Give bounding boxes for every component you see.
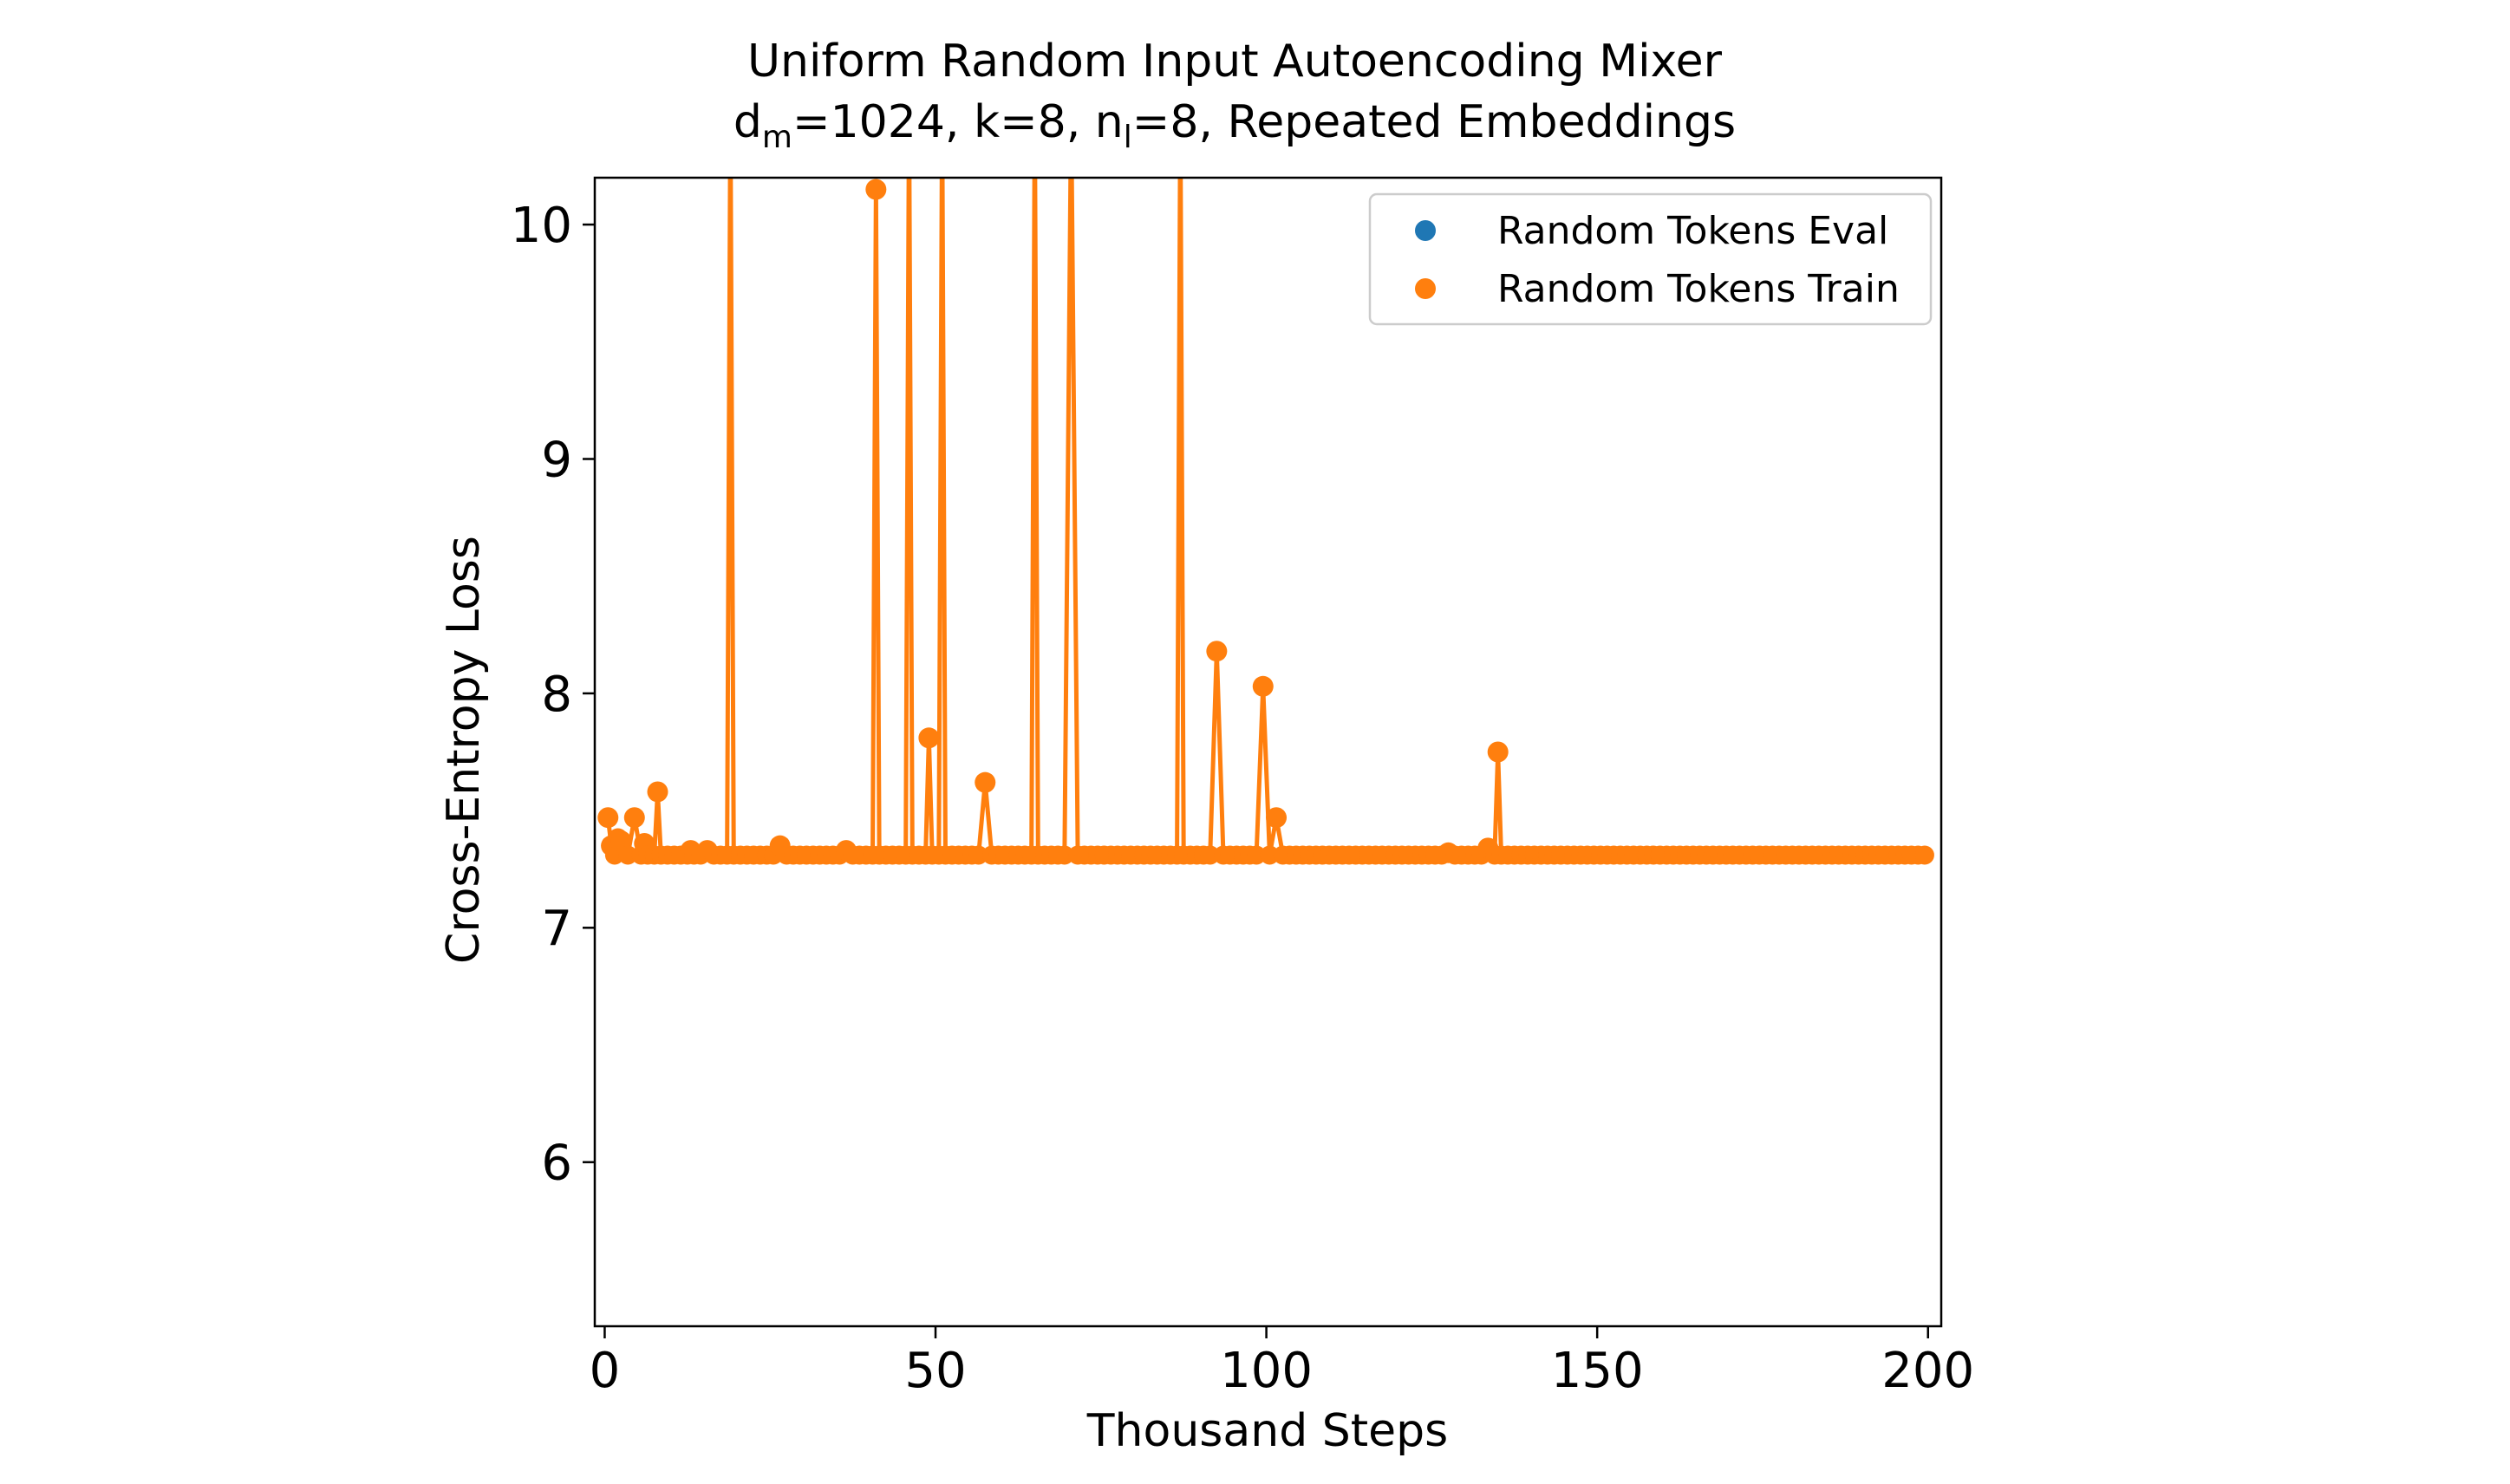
x-tick-label: 0: [590, 1343, 621, 1399]
subtitle-n-sub: l: [1124, 120, 1132, 155]
series-train-point: [618, 845, 638, 865]
subtitle-rest: =8, Repeated Embeddings: [1132, 96, 1736, 148]
series-train-spike-point: [1206, 641, 1228, 662]
legend-label-train: Random Tokens Train: [1497, 267, 1900, 311]
y-tick-label: 6: [541, 1136, 572, 1192]
y-tick-label: 8: [541, 667, 572, 723]
series-train-point: [1054, 845, 1074, 865]
x-tick-label: 100: [1220, 1343, 1313, 1399]
series-train-spike-point: [865, 179, 887, 200]
series-train-spike-point: [975, 771, 996, 793]
chart-title: Uniform Random Input Autoencoding Mixer: [747, 36, 1723, 88]
subtitle-d: d: [733, 96, 762, 148]
legend-marker-eval: [1415, 220, 1436, 241]
subtitle-d-sub: m: [762, 120, 792, 155]
chart-subtitle: dm=1024, k=8, nl=8, Repeated Embeddings: [733, 96, 1736, 155]
series-train-point: [1247, 845, 1267, 865]
x-tick-label: 200: [1881, 1343, 1974, 1399]
subtitle-middle: =1024, k=8, n: [792, 96, 1124, 148]
legend: Random Tokens Eval Random Tokens Train: [1368, 192, 1933, 326]
y-axis-ticks: 6 7 8 9 10: [511, 198, 595, 1192]
x-axis-label: Thousand Steps: [1086, 1405, 1448, 1457]
y-axis-label: Cross-Entropy Loss: [438, 536, 490, 964]
series-train-spike-point: [1252, 675, 1274, 697]
series-train-point: [1914, 845, 1934, 865]
series-train-spike-point: [647, 781, 668, 803]
x-axis-ticks: 0 50 100 150 200: [590, 1326, 1974, 1399]
x-tick-label: 150: [1551, 1343, 1644, 1399]
y-tick-label: 9: [541, 432, 572, 488]
legend-box: [1368, 192, 1933, 326]
series-train-spike-point: [623, 807, 645, 829]
series-train-point: [968, 845, 988, 865]
series-train-spike-point: [597, 807, 619, 829]
series-train-spike-point: [1266, 807, 1288, 829]
series-train-point: [1260, 845, 1280, 865]
series-train-spike-point: [918, 727, 940, 749]
series-train-point: [1200, 845, 1220, 865]
y-tick-label: 7: [541, 901, 572, 957]
series-layer: [597, 178, 1934, 865]
x-tick-label: 50: [904, 1343, 966, 1399]
axes-frame: [593, 176, 1943, 1328]
series-train-spike-point: [1487, 741, 1509, 763]
legend-marker-train: [1415, 278, 1436, 299]
legend-label-eval: Random Tokens Eval: [1497, 209, 1888, 253]
y-tick-label: 10: [511, 198, 572, 254]
